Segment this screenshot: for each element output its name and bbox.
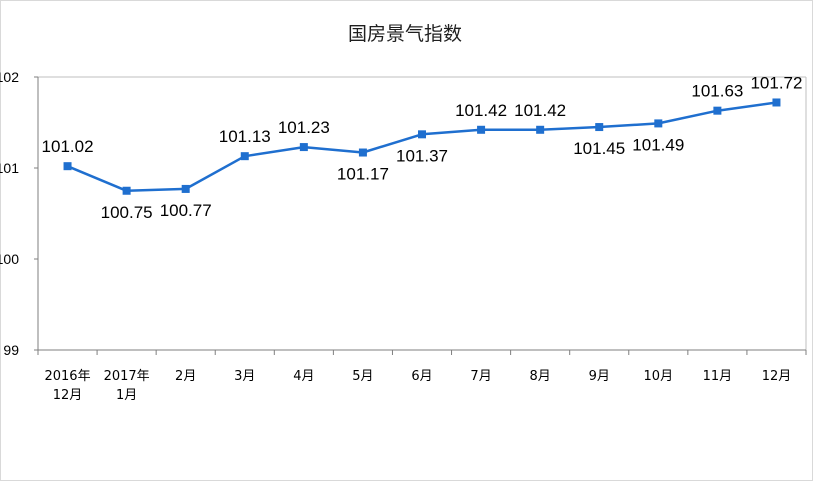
data-label: 100.77 — [160, 201, 212, 220]
x-tick-label: 9月 — [589, 369, 610, 384]
data-label: 101.42 — [455, 101, 507, 120]
data-labels: 101.02 100.75 100.77 101.13 101.23 101.17 101.… — [42, 73, 803, 221]
data-point — [240, 152, 249, 161]
x-tick-label: 2017年 — [104, 369, 150, 384]
y-tick-label: 102 — [0, 69, 19, 85]
data-point — [772, 98, 781, 107]
data-point — [299, 143, 308, 152]
y-tick-label: 100 — [0, 251, 19, 267]
x-tick-label: 12月 — [762, 369, 792, 384]
chart-title: 国房景气指数 — [348, 23, 462, 45]
y-tick-label: 99 — [3, 342, 19, 358]
data-label: 101.02 — [42, 137, 94, 156]
x-tick-label: 2016年 — [44, 369, 90, 384]
data-label: 101.13 — [219, 127, 271, 146]
data-point — [595, 123, 604, 132]
data-point — [358, 148, 367, 157]
data-point — [122, 186, 131, 195]
data-point — [477, 125, 486, 134]
data-point — [63, 162, 72, 171]
data-label: 101.42 — [514, 101, 566, 120]
x-tick-label: 2月 — [175, 369, 196, 384]
x-tick-label: 3月 — [234, 369, 255, 384]
data-label: 101.63 — [691, 82, 743, 101]
x-tick-label: 1月 — [116, 388, 137, 403]
x-tick-label: 8月 — [530, 369, 551, 384]
data-point — [654, 119, 663, 128]
data-label: 101.45 — [573, 139, 625, 158]
x-tick-label: 11月 — [703, 369, 733, 384]
x-tick-label: 6月 — [411, 369, 432, 384]
data-point — [181, 184, 190, 193]
data-label: 101.49 — [632, 135, 684, 154]
data-label: 101.37 — [396, 146, 448, 165]
data-label: 100.75 — [101, 203, 153, 222]
x-tick-label: 10月 — [644, 369, 674, 384]
axes: 102 101 100 99 2016年 12月 2017年 1月 2月 3月 4月 5月 6月 7月 8月… — [0, 69, 807, 403]
data-label: 101.72 — [750, 73, 802, 92]
series-line — [63, 98, 781, 195]
x-tick-label: 5月 — [352, 369, 373, 384]
data-point — [536, 125, 545, 134]
data-label: 101.17 — [337, 165, 389, 184]
data-point — [713, 106, 722, 115]
data-point — [418, 130, 426, 139]
data-label: 101.23 — [278, 118, 330, 137]
x-tick-label: 7月 — [470, 369, 491, 384]
x-tick-label: 4月 — [293, 369, 314, 384]
y-tick-label: 101 — [0, 160, 19, 176]
x-tick-label: 12月 — [53, 388, 83, 403]
